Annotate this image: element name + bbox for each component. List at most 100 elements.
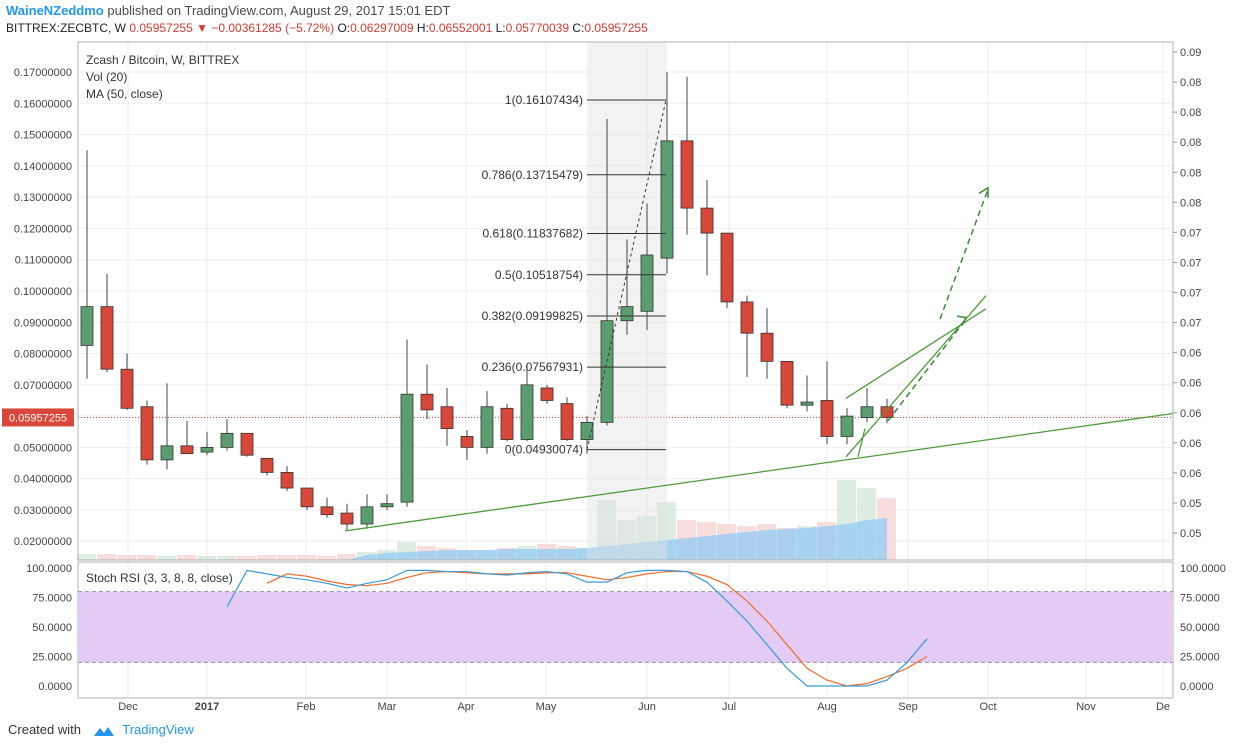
candle-body: [860, 406, 874, 419]
low-value: 0.05770039: [505, 21, 570, 35]
price-tick-label: 0.09000000: [14, 317, 72, 329]
chart-canvas[interactable]: 1(0.16107434) 0.786(0.13715479) 0.618(0.11…: [0, 40, 1236, 720]
candle-body: [180, 445, 194, 455]
arrowhead-icon: [978, 186, 989, 198]
price-tick-label: 0.04000000: [14, 474, 72, 486]
right-axis-label: 0.06: [1180, 438, 1201, 450]
volume-bar: [277, 555, 296, 560]
published-text: published on TradingView.com, August 29,…: [107, 3, 451, 18]
high-label: H:: [416, 21, 429, 35]
price-tick-label: 0.17000000: [14, 67, 72, 79]
right-axis-label: 0.07: [1180, 288, 1201, 300]
candle-body: [820, 400, 834, 437]
candle-body: [380, 503, 394, 508]
price-tick-label: 0.07000000: [14, 380, 72, 392]
down-triangle-icon: ▼: [196, 21, 208, 35]
time-tick-label: Feb: [297, 701, 316, 713]
time-tick-label: Nov: [1076, 701, 1096, 713]
right-axis-label: 0.05: [1180, 528, 1201, 540]
price-tick-label: 0.16000000: [14, 98, 72, 110]
candle-body: [640, 254, 654, 312]
candle-body: [360, 506, 374, 525]
price-tick-label: 0.13000000: [14, 192, 72, 204]
price-tick-label: 0.12000000: [14, 223, 72, 235]
fib-level-label: 1(0.16107434): [505, 93, 583, 107]
candle-body: [740, 301, 754, 334]
right-axis-label: 0.06: [1180, 378, 1201, 390]
open-label: O:: [337, 21, 351, 35]
volume-bar: [177, 555, 196, 560]
volume-bars: [77, 480, 896, 560]
trend-drawings[interactable]: [344, 186, 1174, 532]
stoch-right-label: 25.0000: [1180, 652, 1220, 664]
current-price-tag: [2, 408, 74, 427]
price-tick-label: 0.03000000: [14, 505, 72, 517]
time-tick-label: Apr: [457, 701, 474, 713]
price-tick-label: 0.11000000: [15, 255, 72, 267]
ma-legend: MA (50, close): [86, 87, 163, 101]
candles[interactable]: [80, 72, 894, 531]
candle-body: [160, 445, 174, 461]
fib-level-label: 0.618(0.11837682): [482, 227, 583, 241]
stoch-left-label: 50.0000: [32, 622, 72, 634]
volume-bar: [97, 554, 116, 560]
volume-bar: [197, 556, 216, 560]
right-axis-label: 0.09: [1180, 47, 1201, 59]
symbol-label: BITTREX:ZECBTC, W: [6, 21, 126, 35]
author-link[interactable]: WaineNZeddmo: [6, 3, 104, 18]
stoch-k-line: [226, 569, 928, 687]
tradingview-link[interactable]: TradingView: [122, 722, 194, 737]
volume-bar: [217, 556, 236, 560]
footer: Created with TradingView: [8, 722, 194, 744]
volume-bar: [317, 556, 336, 560]
right-axis-label: 0.07: [1180, 227, 1201, 239]
candle-body: [440, 406, 454, 430]
time-tick-label: Aug: [817, 701, 837, 713]
fib-level-label: 0.786(0.13715479): [482, 168, 583, 182]
open-value: 0.06297009: [350, 21, 414, 35]
stoch-right-label: 0.0000: [1180, 681, 1214, 693]
volume-bar: [157, 556, 176, 560]
price-tick-label: 0.08000000: [14, 349, 72, 361]
candle-body: [520, 384, 534, 440]
candle-body: [120, 368, 134, 409]
candle-body: [880, 406, 894, 418]
candle-body: [200, 446, 214, 453]
candle-body: [700, 207, 714, 234]
stoch-legend: Stoch RSI (3, 3, 8, 8, close): [86, 571, 233, 585]
price-pane-frame: [77, 41, 1174, 561]
volume-bar: [337, 554, 356, 560]
candle-body: [780, 360, 794, 406]
candle-body: [660, 140, 674, 259]
candle-body: [760, 332, 774, 362]
time-tick-label: Sep: [898, 701, 918, 713]
high-value: 0.06552001: [428, 21, 493, 35]
volume-bar: [117, 555, 136, 560]
candle-body: [480, 406, 494, 448]
volume-ma-area: [347, 518, 887, 560]
right-axis-label: 0.07: [1180, 318, 1201, 330]
fibonacci-retracement[interactable]: 1(0.16107434) 0.786(0.13715479) 0.618(0.11…: [482, 93, 667, 457]
candle-body: [340, 512, 354, 525]
candle-body: [560, 403, 574, 440]
stoch-left-label: 25.0000: [32, 652, 72, 664]
time-tick-label: Dec: [118, 701, 138, 713]
close-label: C:: [572, 21, 585, 35]
support-trendline: [344, 412, 1174, 532]
publish-line: WaineNZeddmo published on TradingView.co…: [6, 3, 450, 18]
candle-body: [220, 432, 234, 448]
candle-body: [420, 393, 434, 411]
candle-body: [720, 232, 734, 303]
volume-bar: [297, 555, 316, 560]
stoch-left-label: 0.0000: [38, 681, 72, 693]
stoch-right-label: 100.0000: [1180, 563, 1226, 575]
right-axis-label: 0.08: [1180, 77, 1201, 89]
candle-body: [320, 506, 334, 516]
stoch-rsi-pane: 100.0000 100.0000 75.0000 75.0000 50.0000 50.…: [26, 563, 1226, 693]
candle-body: [100, 306, 114, 370]
stoch-left-label: 100.0000: [26, 563, 72, 575]
stoch-left-label: 75.0000: [32, 593, 72, 605]
header-bar: WaineNZeddmo published on TradingView.co…: [0, 0, 1236, 40]
candle-body: [620, 306, 634, 322]
right-axis-label: 0.06: [1180, 468, 1201, 480]
